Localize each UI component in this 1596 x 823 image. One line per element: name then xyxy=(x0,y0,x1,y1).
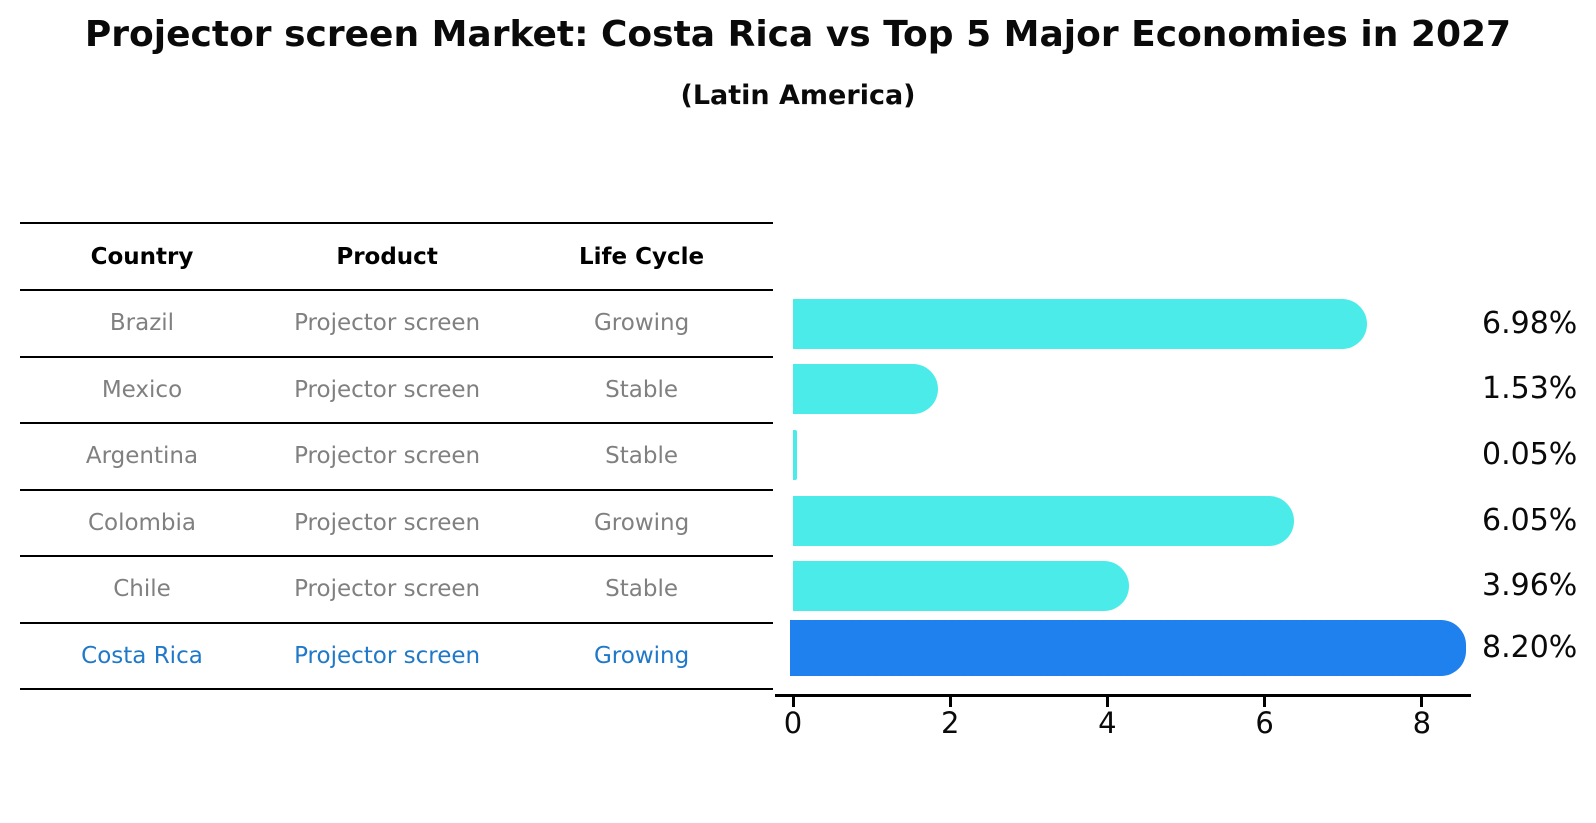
country-cell: Brazil xyxy=(109,310,175,337)
bar-costa-rica xyxy=(790,620,1466,676)
value-label: 8.20% xyxy=(1482,630,1578,665)
bar-colombia xyxy=(793,496,1294,546)
chart-title: Projector screen Market: Costa Rica vs T… xyxy=(84,14,1512,55)
x-axis-tick xyxy=(1420,697,1424,707)
x-axis-tick-label: 6 xyxy=(1255,706,1274,740)
x-axis-line xyxy=(775,694,1471,697)
product-cell: Projector screen xyxy=(294,576,481,603)
life-cycle-cell: Stable xyxy=(605,443,679,470)
x-axis-tick-label: 8 xyxy=(1412,706,1432,740)
table-row: Colombia Projector screen Growing xyxy=(20,491,773,557)
country-cell: Costa Rica xyxy=(81,642,203,669)
table-row: Brazil Projector screen Growing xyxy=(20,291,773,358)
table-header-row: Country Product Life Cycle xyxy=(20,224,773,291)
life-cycle-cell: Stable xyxy=(605,376,679,403)
life-cycle-cell: Stable xyxy=(605,576,679,603)
column-header-life-cycle: Life Cycle xyxy=(579,243,705,270)
column-header-product: Product xyxy=(336,243,438,270)
country-cell: Chile xyxy=(113,576,171,603)
value-label: 1.53% xyxy=(1482,371,1578,406)
country-cell: Mexico xyxy=(101,376,183,403)
x-axis-tick xyxy=(1105,697,1109,707)
value-label: 6.05% xyxy=(1482,503,1578,538)
value-label: 6.98% xyxy=(1482,306,1578,341)
product-cell: Projector screen xyxy=(294,376,481,403)
column-header-country: Country xyxy=(90,243,194,270)
product-cell: Projector screen xyxy=(294,310,481,337)
product-cell: Projector screen xyxy=(294,509,481,536)
bar-argentina xyxy=(793,430,797,480)
life-cycle-cell: Growing xyxy=(593,310,690,337)
life-cycle-cell: Growing xyxy=(593,509,690,536)
table-row: Argentina Projector screen Stable xyxy=(20,424,773,491)
product-cell: Projector screen xyxy=(294,642,481,669)
x-axis-tick-label: 4 xyxy=(1098,706,1117,740)
table-row: Chile Projector screen Stable xyxy=(20,557,773,624)
country-cell: Argentina xyxy=(85,443,199,470)
x-axis-tick xyxy=(1263,697,1267,707)
bar-chile xyxy=(793,561,1130,611)
value-label: 0.05% xyxy=(1482,437,1578,472)
life-cycle-cell: Growing xyxy=(593,642,690,669)
x-axis-tick-label: 0 xyxy=(783,706,803,740)
x-axis-tick-label: 2 xyxy=(940,706,960,740)
country-cell: Colombia xyxy=(87,509,197,536)
bar-mexico xyxy=(793,364,939,414)
product-cell: Projector screen xyxy=(294,443,481,470)
x-axis-tick xyxy=(948,697,952,707)
table-row: Mexico Projector screen Stable xyxy=(20,358,773,424)
table-row-costa-rica: Costa Rica Projector screen Growing xyxy=(20,624,773,690)
x-axis-tick xyxy=(791,697,795,707)
bar-brazil xyxy=(793,299,1367,349)
country-table: Country Product Life Cycle Brazil Projec… xyxy=(20,222,773,690)
chart-subtitle: (Latin America) xyxy=(680,80,916,111)
value-label: 3.96% xyxy=(1482,568,1578,603)
